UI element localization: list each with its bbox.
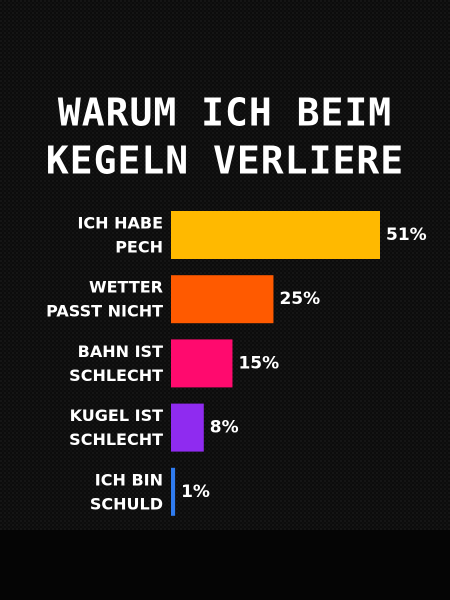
bar (171, 211, 380, 259)
bar (171, 467, 176, 516)
value-label: 1% (181, 482, 210, 502)
bar (171, 339, 233, 388)
category-label: SCHLECHT (69, 366, 163, 385)
bar (171, 403, 204, 452)
category-label: WETTER (89, 278, 163, 297)
value-label: 15% (238, 353, 279, 373)
category-label: PASST NICHT (46, 302, 163, 321)
chart-title: WARUM ICH BEIM (58, 91, 392, 135)
value-label: 8% (210, 418, 239, 438)
value-label: 51% (386, 225, 427, 245)
bar (171, 275, 274, 324)
category-label: ICH HABE (77, 214, 163, 233)
category-label: SCHULD (90, 494, 163, 513)
chart-title: KEGELN VERLIERE (46, 139, 404, 183)
category-label: PECH (115, 238, 163, 257)
background (0, 0, 450, 530)
category-label: ICH BIN (95, 470, 163, 489)
category-label: KUGEL IST (70, 406, 163, 425)
value-label: 25% (279, 289, 320, 309)
category-label: SCHLECHT (69, 430, 163, 449)
bottom-band (0, 530, 450, 600)
category-label: BAHN IST (78, 342, 163, 361)
